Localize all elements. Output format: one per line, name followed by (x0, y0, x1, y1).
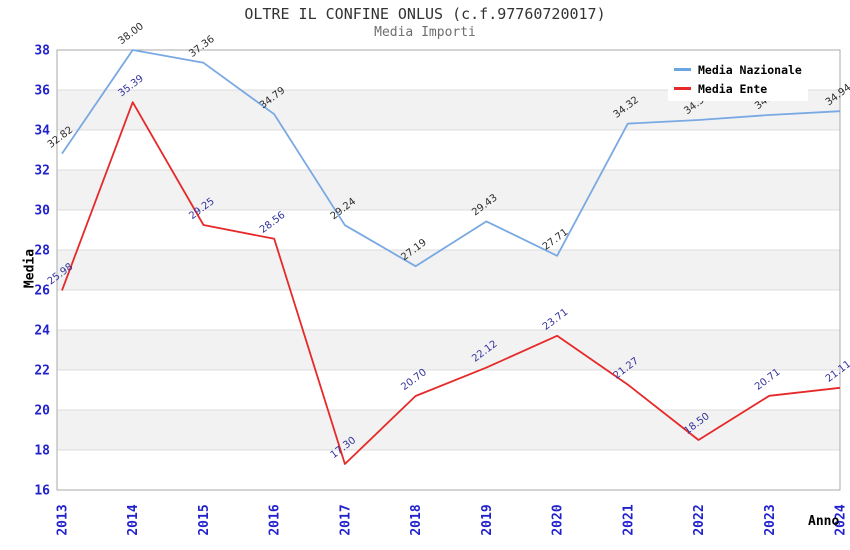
y-tick-label: 28 (34, 244, 50, 259)
y-tick-label: 24 (34, 324, 50, 339)
x-tick-label: 2016 (268, 504, 283, 535)
x-tick-label: 2023 (763, 504, 778, 535)
x-tick-label: 2024 (834, 504, 849, 535)
legend-label-media-ente: Media Ente (698, 81, 768, 96)
data-label: 28.56 (258, 210, 287, 236)
x-axis-title: Anno (808, 514, 840, 529)
y-tick-label: 26 (34, 284, 50, 299)
y-tick-label: 20 (34, 404, 50, 419)
x-tick-label: 2017 (338, 504, 353, 535)
x-tick-label: 2018 (409, 504, 424, 535)
data-label: 23.71 (541, 307, 570, 333)
x-tick-label: 2014 (126, 504, 141, 535)
data-label: 20.71 (753, 367, 782, 393)
y-axis-title: Media (22, 248, 38, 289)
x-tick-label: 2013 (56, 504, 71, 535)
data-label: 37.36 (187, 34, 216, 60)
chart-title: OLTRE IL CONFINE ONLUS (c.f.97760720017) (244, 5, 606, 23)
plot-band (57, 170, 840, 210)
legend-swatch-media-ente (674, 87, 691, 90)
x-tick-label: 2021 (621, 504, 636, 535)
chart-subtitle: Media Importi (374, 25, 476, 40)
legend: Media Nazionale Media Ente (668, 57, 808, 101)
series-line-media-nazionale (61, 49, 841, 268)
legend-label-media-nazionale: Media Nazionale (698, 62, 802, 77)
legend-item-media-ente: Media Ente (674, 79, 808, 98)
x-tick-label: 2022 (692, 504, 707, 535)
data-label: 20.70 (399, 367, 428, 393)
series-line-media-ente (61, 101, 841, 465)
y-tick-label: 18 (34, 444, 50, 459)
x-tick-label: 2019 (480, 504, 495, 535)
plot-band (57, 250, 840, 290)
plot-band (57, 330, 840, 370)
x-tick-label: 2020 (551, 504, 566, 535)
y-tick-label: 30 (34, 204, 50, 219)
legend-item-media-nazionale: Media Nazionale (674, 60, 808, 79)
data-label: 38.00 (116, 21, 145, 47)
plot-band (57, 410, 840, 450)
legend-swatch-media-nazionale (674, 68, 691, 71)
plot-border (56, 49, 841, 491)
y-tick-label: 36 (34, 84, 50, 99)
y-tick-label: 22 (34, 364, 50, 379)
x-tick-label: 2015 (197, 504, 212, 535)
y-tick-label: 32 (34, 164, 50, 179)
y-tick-label: 34 (34, 124, 50, 139)
y-tick-label: 38 (34, 44, 50, 59)
y-tick-label: 16 (34, 484, 50, 499)
